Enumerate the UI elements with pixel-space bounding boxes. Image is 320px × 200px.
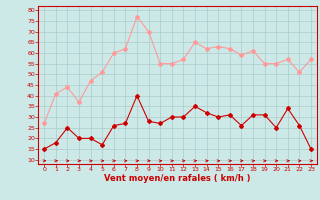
X-axis label: Vent moyen/en rafales ( km/h ): Vent moyen/en rafales ( km/h ) <box>104 174 251 183</box>
